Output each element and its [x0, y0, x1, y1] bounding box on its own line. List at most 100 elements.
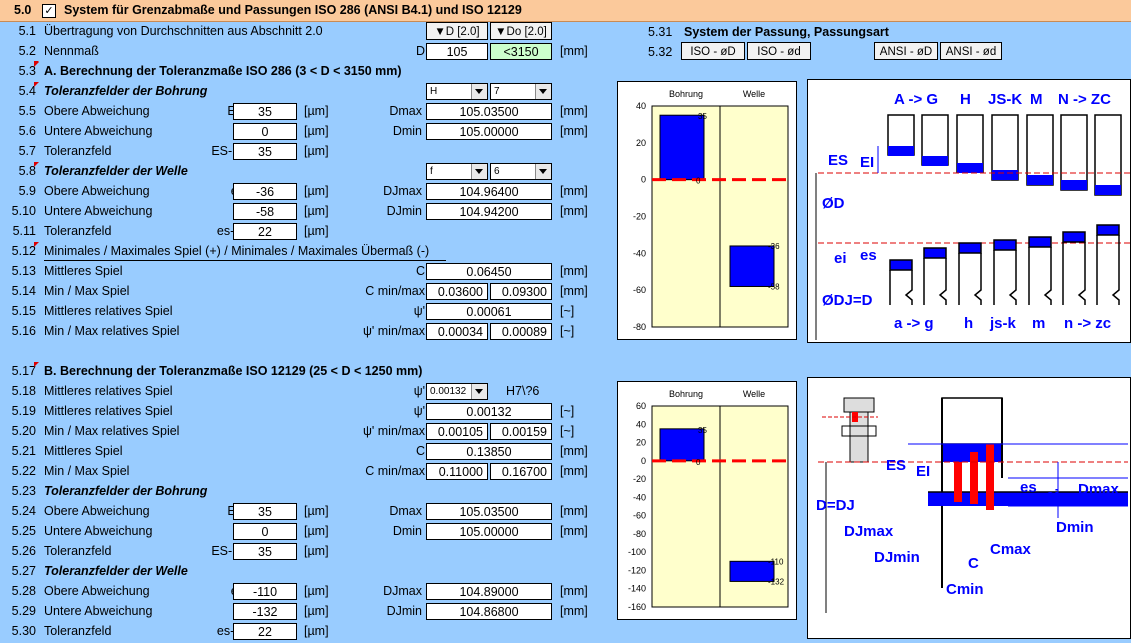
limit-symbol: Dmin	[392, 124, 422, 138]
limit-size-value[interactable]: 105.00000	[426, 523, 552, 540]
category-label: Welle	[743, 89, 765, 99]
row-number: 5.20	[11, 424, 36, 438]
deviation-value-input[interactable]: 35	[233, 543, 297, 560]
bore-tolerance-letter-select[interactable]: H	[426, 83, 488, 100]
row-label: Obere Abweichung	[44, 584, 150, 598]
data-label: 0	[696, 177, 701, 186]
limit-size-value[interactable]: 104.89000	[426, 583, 552, 600]
row-num: 5.31	[648, 25, 673, 39]
row-label: Obere Abweichung	[44, 184, 150, 198]
chevron-down-icon	[535, 84, 551, 99]
unit-label: [µm]	[304, 184, 329, 198]
y-tick-label: -40	[633, 248, 646, 258]
deviation-value-input[interactable]: -132	[233, 603, 297, 620]
clearance-min-value[interactable]: 0.03600	[426, 283, 488, 300]
y-tick-label: 20	[636, 138, 646, 148]
row-number: 5.8	[18, 164, 36, 178]
data-label: -110	[768, 557, 784, 566]
deviation-value-input[interactable]: -36	[233, 183, 297, 200]
header-checkbox[interactable]: ✓	[42, 4, 56, 18]
deviation-value-input[interactable]: 35	[233, 143, 297, 160]
y-tick-label: -60	[633, 285, 646, 295]
header-title: System für Grenzabmaße und Passungen ISO…	[64, 3, 522, 17]
label-Dmax: Dmax	[1078, 481, 1120, 498]
iso-shaft-button[interactable]: ISO - ød	[747, 42, 811, 60]
clearance-max-value[interactable]: 0.16700	[490, 463, 552, 480]
clearance-min-value[interactable]: 0.00034	[426, 323, 488, 340]
clearance-max-value[interactable]: 0.00159	[490, 423, 552, 440]
row-number: 5.3	[18, 64, 36, 78]
deviation-value-input[interactable]: -58	[233, 203, 297, 220]
limit-size-value[interactable]: 104.94200	[426, 203, 552, 220]
deviation-value-input[interactable]: 0	[233, 123, 297, 140]
limit-size-value[interactable]: 105.00000	[426, 123, 552, 140]
row-number: 5.23	[11, 484, 36, 498]
clearance-value[interactable]: 0.00132	[426, 403, 552, 420]
nominal-size-range[interactable]: <3150	[490, 43, 552, 60]
unit-label: [µm]	[304, 144, 329, 158]
deviation-value-input[interactable]: 22	[233, 223, 297, 240]
label-EI-2: EI	[916, 463, 930, 480]
unit-label: [µm]	[304, 524, 329, 538]
clearance-value[interactable]: 0.00061	[426, 303, 552, 320]
row-number: 5.2	[18, 44, 36, 58]
unit-label: [µm]	[304, 124, 329, 138]
limit-symbol: DJmax	[383, 584, 422, 598]
deviation-value-input[interactable]: 22	[233, 623, 297, 640]
chart-1-panel: 40 20 0 -20 -40 -60 -80 Bohrung Welle 35 0 -36 -58	[617, 81, 797, 340]
limit-size-value[interactable]: 105.03500	[426, 503, 552, 520]
limit-size-value[interactable]: 105.03500	[426, 103, 552, 120]
y-tick-label: -80	[633, 529, 646, 539]
clearance-max-value[interactable]: 0.00089	[490, 323, 552, 340]
ansi-bore-button[interactable]: ANSI - øD	[874, 42, 938, 60]
iso-bore-button[interactable]: ISO - øD	[681, 42, 745, 60]
shaft-tolerance-letter-select[interactable]: f	[426, 163, 488, 180]
row-label: Mittleres relatives Spiel	[44, 404, 173, 418]
ansi-shaft-button[interactable]: ANSI - ød	[940, 42, 1002, 60]
row-symbol: C	[415, 444, 425, 458]
limit-size-value[interactable]: 104.96400	[426, 183, 552, 200]
row-label: Toleranzfeld	[44, 624, 112, 638]
row-symbol: C min/max	[365, 464, 425, 478]
data-label: -58	[768, 282, 780, 291]
row-number: 5.12	[11, 244, 36, 258]
row-number: 5.9	[18, 184, 36, 198]
chart-1-tolerance-iso286: 40 20 0 -20 -40 -60 -80 Bohrung Welle 35 0 -36 -58	[633, 89, 789, 332]
unit-label: [mm]	[560, 524, 588, 538]
clearance-min-value[interactable]: 0.11000	[426, 463, 488, 480]
deviation-value-input[interactable]: 35	[233, 103, 297, 120]
clearance-value[interactable]: 0.13850	[426, 443, 552, 460]
row-number: 5.14	[11, 284, 36, 298]
unit-label: [mm]	[560, 44, 588, 58]
row-label: A. Berechnung der Toleranzmaße ISO 286 (…	[44, 64, 402, 78]
clearance-max-value[interactable]: 0.09300	[490, 283, 552, 300]
relative-clearance-select[interactable]: 0.00132	[426, 383, 488, 400]
row-label: Untere Abweichung	[44, 204, 153, 218]
nominal-size-input[interactable]: 105	[426, 43, 488, 60]
row-label: Toleranzfelder der Bohrung	[44, 84, 208, 98]
deviation-value-input[interactable]: 0	[233, 523, 297, 540]
shaft-tolerance-grade-select[interactable]: 6	[490, 163, 552, 180]
header-num: 5.0	[14, 3, 32, 17]
clearance-min-value[interactable]: 0.00105	[426, 423, 488, 440]
label-h: h	[964, 315, 973, 332]
deviation-value-input[interactable]: -110	[233, 583, 297, 600]
row-number: 5.27	[11, 564, 36, 578]
row-label: Mittleres relatives Spiel	[44, 384, 173, 398]
limit-size-value[interactable]: 104.86800	[426, 603, 552, 620]
row-label: Min / Max Spiel	[44, 284, 130, 298]
category-label: Welle	[743, 389, 765, 399]
bore-tolerance-grade-select[interactable]: 7	[490, 83, 552, 100]
label-DJmax: DJmax	[844, 523, 894, 540]
y-tick-label: -100	[628, 547, 646, 557]
clearance-value[interactable]: 0.06450	[426, 263, 552, 280]
y-tick-label: 20	[636, 438, 646, 448]
do-transfer-button[interactable]: ▼Do [2.0]	[490, 22, 552, 40]
limit-symbol: DJmin	[386, 204, 422, 218]
d-transfer-button[interactable]: ▼D [2.0]	[426, 22, 488, 40]
data-label: 35	[698, 426, 707, 435]
row-number: 5.1	[18, 24, 36, 38]
label-D: ØD	[822, 195, 845, 212]
fit-clearance-diagram: ES EI es ei Dmax Dmin D=DJ DJmax DJmin C…	[807, 377, 1131, 639]
deviation-value-input[interactable]: 35	[233, 503, 297, 520]
